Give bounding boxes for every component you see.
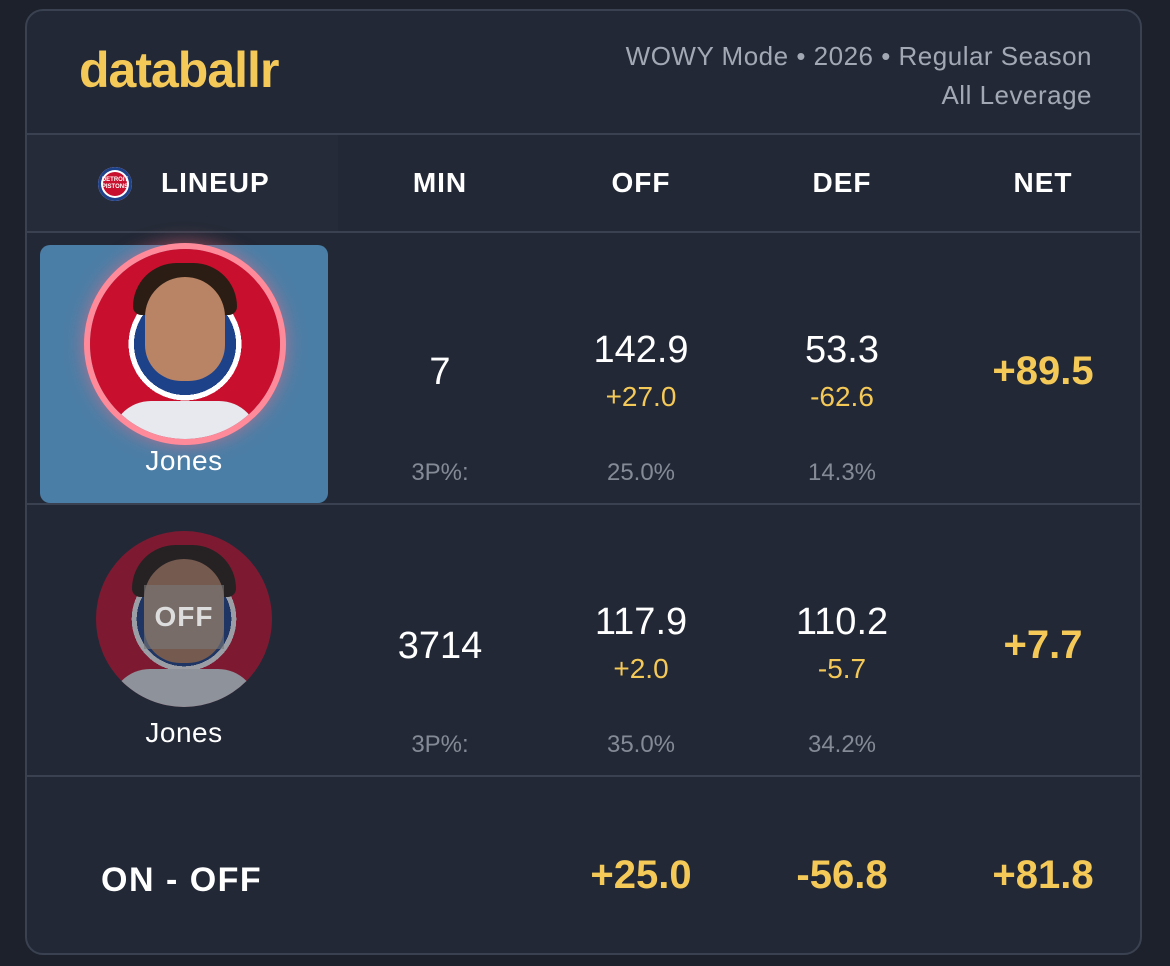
lineup-row-off: OFF Jones 3714 3P%: 117.9 +2.0 35.0% 110… bbox=[27, 505, 1140, 777]
off-rating-delta: +27.0 bbox=[605, 381, 677, 412]
stats-card: databallr WOWY Mode • 2026 • Regular Sea… bbox=[25, 9, 1142, 955]
def-header: DEF bbox=[812, 167, 872, 198]
net-rating-value: +7.7 bbox=[1003, 623, 1083, 667]
player-name: Jones bbox=[145, 445, 223, 476]
def-rating-delta: -62.6 bbox=[810, 381, 874, 412]
off-status-badge: OFF bbox=[144, 585, 224, 649]
min-header: MIN bbox=[412, 167, 468, 198]
on-off-row: ON - OFF +25.0 -56.8 +81.8 bbox=[27, 777, 1140, 953]
card-header: databallr WOWY Mode • 2026 • Regular Sea… bbox=[27, 11, 1140, 135]
off-header: OFF bbox=[611, 167, 671, 198]
off-rating-value: 117.9 bbox=[594, 601, 688, 643]
three-pt-label: 3P%: bbox=[411, 731, 469, 758]
leverage-label: All Leverage bbox=[941, 80, 1092, 110]
player-card-on[interactable]: Jones bbox=[40, 245, 328, 503]
player-face bbox=[145, 277, 225, 381]
def-three-pt: 14.3% bbox=[807, 459, 877, 486]
lineup-header-cell: DETROIT PISTONS LINEUP bbox=[27, 135, 338, 231]
databallr-logo: databallr bbox=[79, 42, 279, 98]
net-rating-value: +89.5 bbox=[992, 349, 1094, 393]
mode-season-label: WOWY Mode • 2026 • Regular Season bbox=[625, 41, 1092, 71]
off-three-pt: 25.0% bbox=[606, 459, 676, 486]
player-shirt bbox=[111, 401, 259, 439]
filter-summary: WOWY Mode • 2026 • Regular Season All Le… bbox=[626, 37, 1092, 115]
def-rating-delta: -5.7 bbox=[817, 653, 867, 684]
def-diff-value: -56.8 bbox=[796, 853, 888, 897]
off-rating-value: 142.9 bbox=[593, 329, 689, 371]
net-header: NET bbox=[1013, 167, 1073, 198]
player-avatar bbox=[90, 249, 280, 439]
off-diff-value: +25.0 bbox=[590, 853, 692, 897]
lineup-row-on: Jones 7 3P%: 142.9 +27.0 25.0% 53.3 -62.… bbox=[27, 233, 1140, 505]
net-diff-value: +81.8 bbox=[992, 853, 1094, 897]
minutes-value: 7 bbox=[429, 351, 451, 393]
player-card-off[interactable]: OFF Jones bbox=[40, 517, 328, 775]
off-three-pt: 35.0% bbox=[606, 731, 676, 758]
on-off-label: ON - OFF bbox=[101, 861, 263, 899]
three-pt-label: 3P%: bbox=[411, 459, 469, 486]
lineup-header: LINEUP bbox=[161, 167, 270, 198]
def-rating-value: 53.3 bbox=[805, 329, 879, 371]
player-shirt bbox=[110, 669, 258, 707]
def-rating-value: 110.2 bbox=[795, 601, 889, 643]
player-name: Jones bbox=[145, 717, 223, 748]
pistons-logo-icon: DETROIT PISTONS bbox=[98, 167, 132, 201]
off-rating-delta: +2.0 bbox=[613, 653, 669, 684]
column-header-row: DETROIT PISTONS LINEUP MIN OFF DEF NET bbox=[27, 135, 1140, 233]
def-three-pt: 34.2% bbox=[807, 731, 877, 758]
minutes-value: 3714 bbox=[397, 625, 483, 667]
